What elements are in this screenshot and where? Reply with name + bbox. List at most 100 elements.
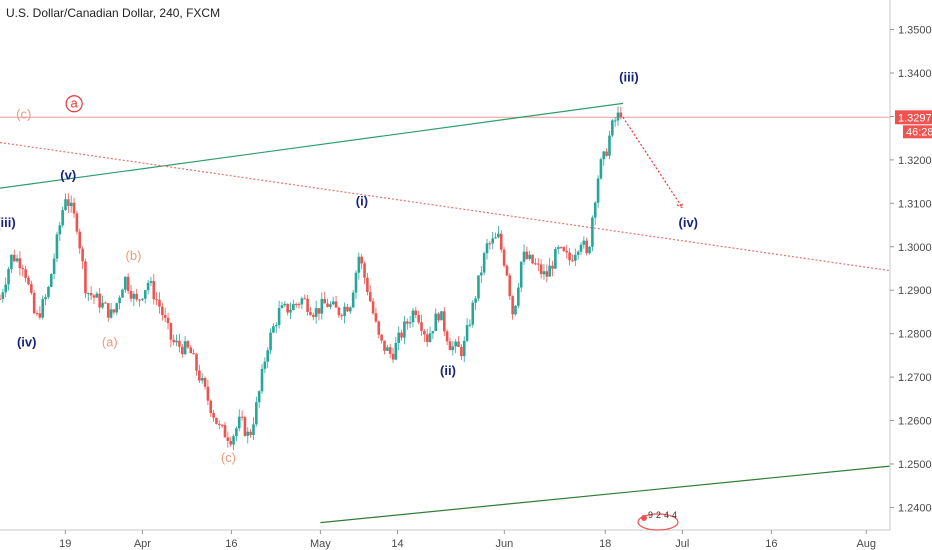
candle-body	[61, 210, 64, 226]
candle-body	[485, 243, 489, 254]
candle-body	[215, 417, 218, 424]
candle-body	[132, 293, 136, 299]
candle-body	[115, 303, 119, 313]
candle-body	[172, 339, 176, 343]
time-tick-label: Apr	[134, 538, 151, 550]
candle-body	[129, 290, 133, 299]
candle-body	[340, 315, 344, 317]
candle-body	[380, 334, 383, 341]
candle-body	[235, 428, 238, 437]
candle-body	[465, 325, 469, 341]
candle-body	[374, 313, 378, 322]
wave-label: (i)	[356, 193, 368, 208]
events-badge[interactable]: 9244	[637, 510, 680, 531]
candle-body	[534, 263, 537, 265]
candle-body	[95, 293, 99, 298]
price-axis-panel[interactable]	[890, 0, 932, 530]
candle-body	[314, 308, 318, 317]
candle-body	[326, 303, 329, 307]
candle-body	[30, 284, 33, 293]
price-tick-label: 1.25000	[898, 459, 932, 471]
candle-body	[183, 341, 187, 355]
candle-body	[619, 112, 623, 118]
candle-body	[599, 159, 603, 179]
candle-body	[1, 292, 5, 300]
candle-body	[260, 368, 264, 392]
candle-body	[388, 347, 392, 354]
candle-body	[232, 436, 235, 445]
price-tick-label: 1.28000	[898, 329, 932, 341]
candle-body	[408, 322, 412, 324]
candle-body	[360, 256, 363, 264]
candle-body	[109, 309, 113, 318]
candle-body	[192, 353, 195, 355]
candle-body	[536, 263, 540, 265]
candle-body	[263, 361, 267, 369]
last-price-label: 1.32978	[898, 112, 932, 124]
candle-body	[252, 424, 255, 436]
candle-body	[522, 251, 526, 262]
wave-label: (v)	[60, 167, 76, 182]
candle-body	[220, 424, 224, 426]
candle-body	[289, 309, 292, 313]
candle-body	[400, 332, 403, 338]
candle-body	[377, 321, 381, 335]
candle-body	[462, 340, 466, 357]
candle-body	[286, 303, 289, 313]
candle-body	[559, 247, 563, 249]
candle-body	[223, 425, 227, 438]
candle-body	[474, 298, 477, 303]
candle-body	[539, 264, 543, 275]
price-tick-label: 1.31000	[898, 198, 932, 210]
candle-body	[571, 260, 574, 262]
candle-body	[18, 258, 22, 269]
candle-body	[477, 275, 480, 299]
last-price-badge: 1.32978 46:28	[895, 110, 932, 139]
time-tick-label: 16	[225, 538, 237, 550]
candle-body	[508, 275, 512, 297]
price-tick-label: 1.29000	[898, 285, 932, 297]
candle-body	[331, 301, 335, 305]
candle-body	[548, 265, 551, 277]
candle-body	[425, 334, 429, 342]
candle-body	[494, 237, 497, 239]
price-tick-label: 1.24000	[898, 502, 932, 514]
candle-body	[126, 276, 130, 291]
price-tick-label: 1.34000	[898, 68, 932, 80]
candle-body	[525, 251, 529, 259]
candle-body	[573, 254, 577, 261]
candle-body	[442, 311, 446, 332]
candle-body	[277, 307, 281, 326]
candle-body	[217, 423, 221, 425]
candle-body	[420, 322, 423, 331]
candle-body	[32, 292, 36, 314]
time-tick-label: Jul	[675, 538, 689, 550]
candle-body	[195, 354, 198, 371]
candle-body	[457, 341, 460, 347]
candle-body	[411, 310, 415, 323]
candle-body	[445, 331, 449, 342]
candle-body	[585, 240, 588, 254]
candle-body	[12, 254, 16, 262]
candle-body	[460, 346, 463, 357]
candle-body	[272, 326, 275, 333]
candle-body	[428, 333, 432, 342]
candle-body	[351, 292, 355, 308]
price-tick-label: 1.30000	[898, 242, 932, 254]
candle-body	[440, 311, 443, 321]
wave-label: (iii)	[0, 215, 16, 230]
candle-body	[4, 284, 7, 293]
bar-countdown-label: 46:28	[906, 126, 932, 138]
candle-body	[357, 256, 361, 273]
candle-body	[206, 386, 210, 401]
candle-body	[240, 416, 244, 418]
wave-label: (iii)	[619, 70, 639, 85]
candle-body	[141, 298, 144, 300]
candle-body	[158, 299, 161, 307]
candle-body	[519, 261, 523, 288]
candle-body	[209, 400, 213, 414]
candle-body	[349, 307, 352, 312]
candle-body	[482, 253, 486, 273]
candle-body	[334, 301, 338, 308]
